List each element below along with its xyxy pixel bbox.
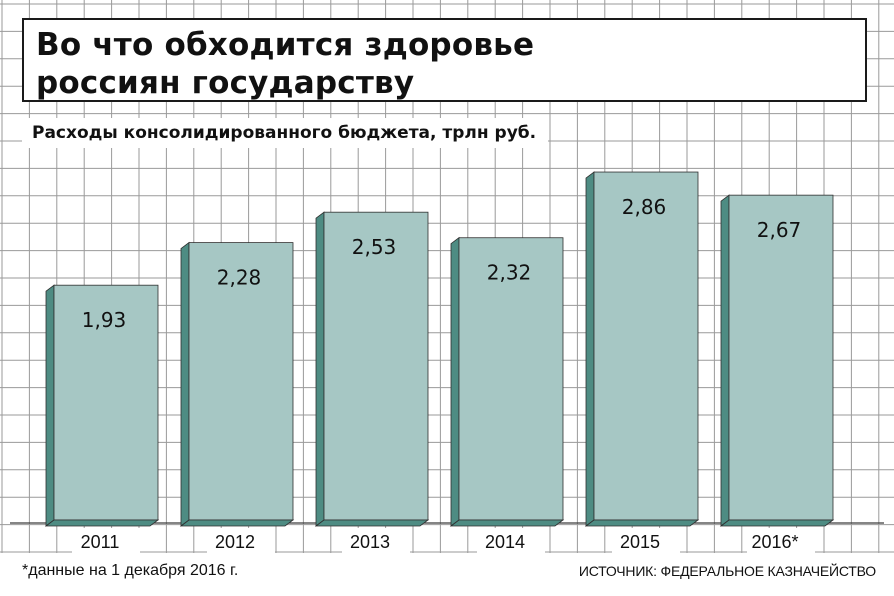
category-label: 2016* [751, 532, 798, 552]
bar [593, 171, 699, 521]
category-label-backing [612, 528, 680, 554]
category-label-backing [207, 528, 275, 554]
source-note: ИСТОЧНИК: ФЕДЕРАЛЬНОЕ КАЗНАЧЕЙСТВО [578, 563, 876, 579]
bar-value-label: 2,32 [487, 261, 532, 285]
chart-title: Во что обходится здоровье россиян госуда… [36, 26, 534, 102]
bar [728, 194, 834, 521]
bar [188, 242, 294, 521]
bar-value-label: 2,53 [352, 235, 397, 259]
bar-bottom [719, 519, 835, 527]
category-label-backing [477, 528, 545, 554]
bar-side [315, 211, 325, 527]
bar-value-label: 2,28 [217, 266, 262, 290]
footer-area [0, 553, 894, 596]
category-label: 2014 [485, 532, 525, 552]
bar [458, 237, 564, 521]
bar-bottom [314, 519, 430, 527]
chart-title-line-1: Во что обходится здоровье [36, 27, 535, 63]
bar-value-label: 2,86 [622, 195, 667, 219]
category-label-backing [747, 528, 815, 554]
bar-bottom [44, 519, 160, 527]
subtitle-box: Расходы консолидированного бюджета, трлн… [22, 118, 549, 148]
bar-side [450, 236, 460, 527]
bar-side [180, 241, 190, 527]
title-box: Во что обходится здоровье россиян госуда… [22, 18, 867, 102]
bar-side [585, 171, 595, 527]
bar [323, 211, 429, 521]
bar-side [45, 284, 55, 527]
category-label: 2011 [81, 532, 120, 552]
bar-value-label: 2,67 [757, 218, 802, 242]
category-label: 2015 [620, 532, 660, 552]
bar-bottom [449, 519, 565, 527]
bar-side [720, 194, 730, 527]
chart-subtitle: Расходы консолидированного бюджета, трлн… [32, 123, 537, 143]
category-label: 2013 [350, 532, 390, 552]
footnote: *данные на 1 декабря 2016 г. [22, 562, 239, 579]
bar [53, 284, 159, 521]
bar-bottom [179, 519, 295, 527]
bar-value-label: 1,93 [82, 308, 127, 332]
bar-bottom [584, 519, 700, 527]
chart-title-line-2: россиян государству [36, 65, 415, 101]
category-label-backing [72, 528, 140, 554]
category-label: 2012 [215, 532, 255, 552]
category-label-backing [342, 528, 410, 554]
